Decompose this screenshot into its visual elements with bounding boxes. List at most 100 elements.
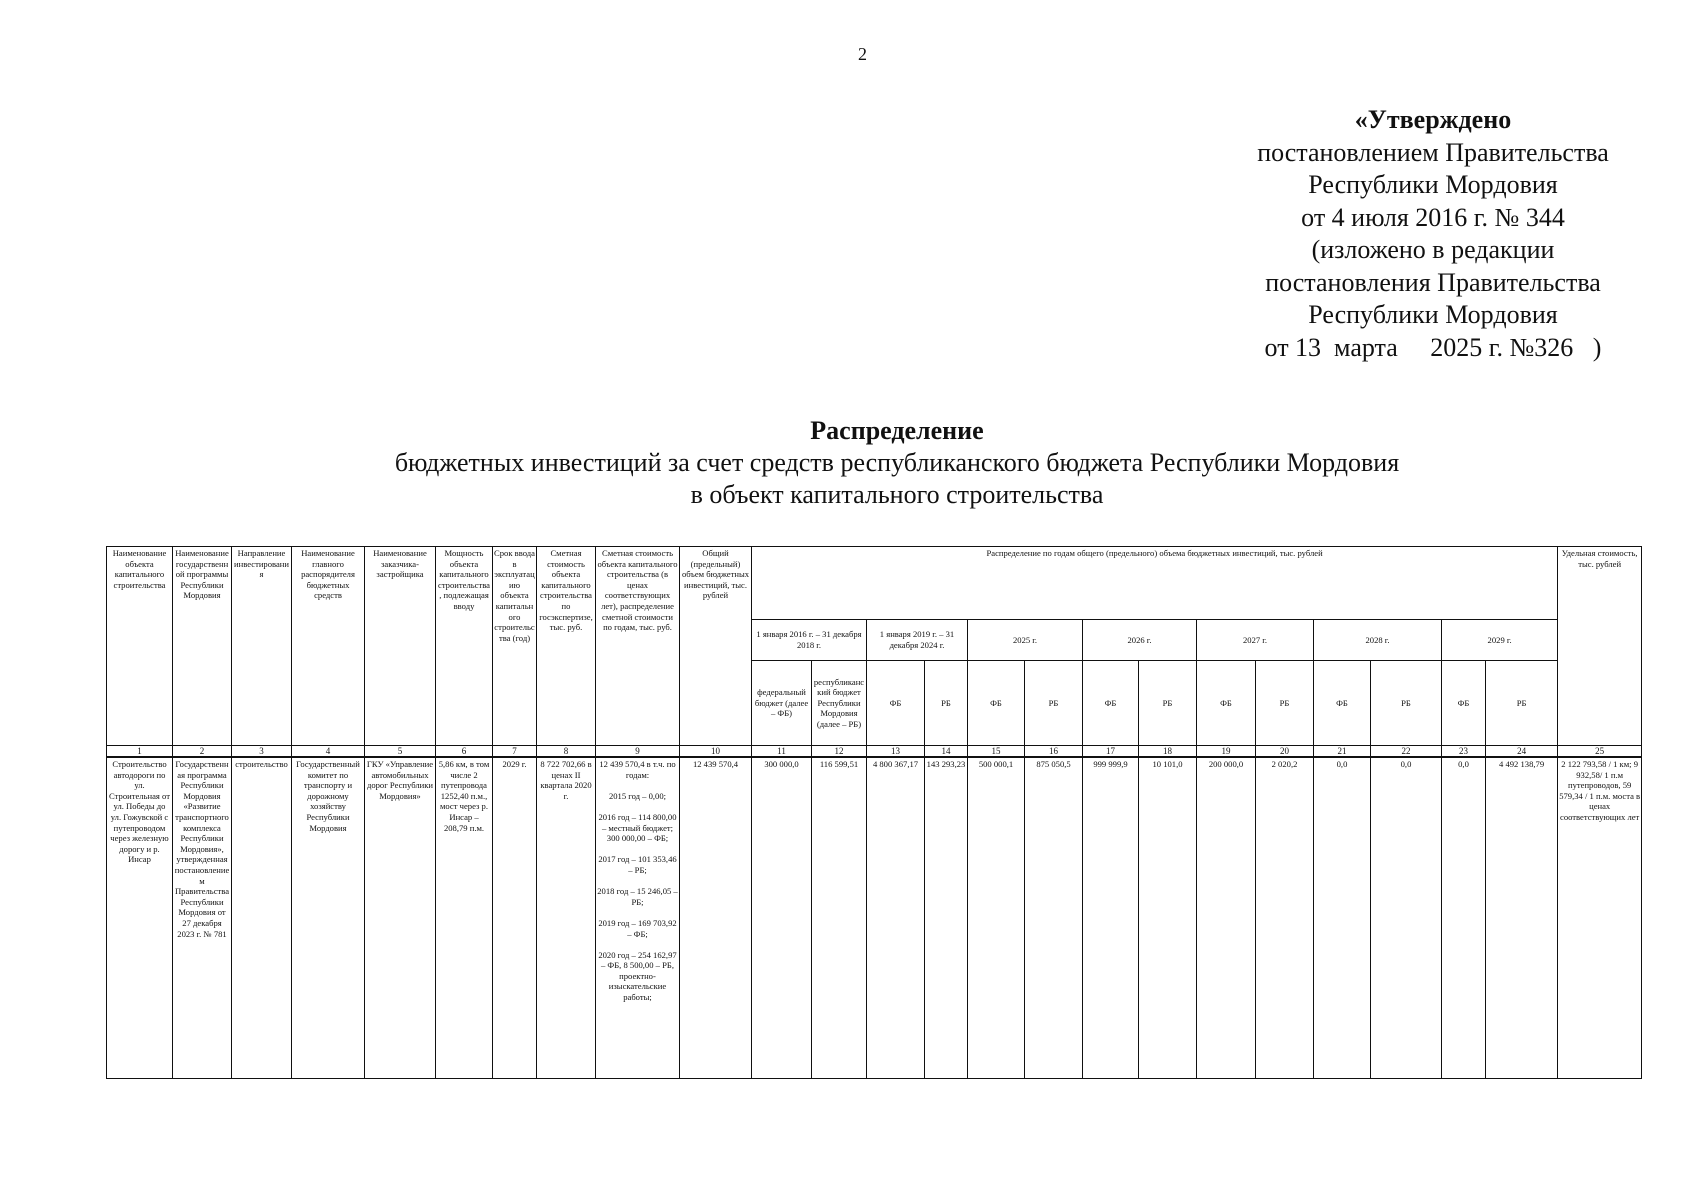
period-header: 1 января 2019 г. – 31 декабря 2024 г. <box>866 619 968 661</box>
budget-header: федеральный бюджет (далее – ФБ) <box>751 660 812 746</box>
budget-header: ФБ <box>866 660 925 746</box>
column-number: 1 <box>106 745 173 758</box>
period-header: 2028 г. <box>1313 619 1442 661</box>
period-header: 2025 г. <box>967 619 1083 661</box>
approval-line: от 4 июля 2016 г. № 344 <box>1301 202 1565 232</box>
investment-table: Наименование объекта капитального строит… <box>106 546 1643 1079</box>
column-number: 10 <box>679 745 752 758</box>
table-cell: ГКУ «Управление автомобильных дорог Респ… <box>364 756 436 1079</box>
header-cell: Наименование объекта капитального строит… <box>106 546 173 746</box>
column-number: 14 <box>924 745 968 758</box>
header-cell: Мощность объекта капитального строительс… <box>435 546 493 746</box>
budget-header: РБ <box>1138 660 1197 746</box>
budget-header: РБ <box>1255 660 1314 746</box>
title-heading: Распределение <box>810 416 984 445</box>
table-cell: 875 050,5 <box>1024 756 1083 1079</box>
table-cell: Государственный комитет по транспорту и … <box>291 756 365 1079</box>
column-number: 4 <box>291 745 365 758</box>
table-cell: 300 000,0 <box>751 756 812 1079</box>
column-number: 17 <box>1082 745 1139 758</box>
column-number: 8 <box>536 745 596 758</box>
approval-block: «Утверждено постановлением Правительства… <box>1213 104 1653 364</box>
approval-line: (изложено в редакции <box>1311 235 1555 264</box>
column-number: 25 <box>1557 745 1643 758</box>
column-number: 23 <box>1441 745 1486 758</box>
title-line: бюджетных инвестиций за счет средств рес… <box>394 448 1400 477</box>
budget-header: ФБ <box>1441 660 1486 746</box>
approval-line: Республики Мордовия <box>1308 170 1558 199</box>
header-cell: Удельная стоимость, тыс. рублей <box>1557 546 1643 746</box>
budget-header: ФБ <box>1313 660 1371 746</box>
document-title: Распределение бюджетных инвестиций за сч… <box>200 415 1594 511</box>
column-number: 3 <box>231 745 292 758</box>
column-number: 7 <box>492 745 537 758</box>
table-cell: 116 599,51 <box>811 756 867 1079</box>
column-number: 6 <box>435 745 493 758</box>
budget-header: РБ <box>1484 660 1559 746</box>
budget-header: республиканский бюджет Республики Мордов… <box>811 660 867 746</box>
table-cell: 12 439 570,4 в т.ч. по годам: 2015 год –… <box>595 756 680 1079</box>
table-cell: 0,0 <box>1313 756 1371 1079</box>
column-number: 13 <box>866 745 925 758</box>
column-number: 12 <box>811 745 867 758</box>
table-cell: строительство <box>231 756 292 1079</box>
column-number: 5 <box>364 745 436 758</box>
column-number: 15 <box>967 745 1025 758</box>
table-cell: 10 101,0 <box>1138 756 1197 1079</box>
table-cell: 500 000,1 <box>967 756 1025 1079</box>
table-cell: 12 439 570,4 <box>679 756 752 1079</box>
column-number: 21 <box>1313 745 1371 758</box>
table-cell: 2 122 793,58 / 1 км; 9 932,58/ 1 п.м пут… <box>1557 756 1643 1079</box>
column-number: 11 <box>751 745 812 758</box>
column-number: 24 <box>1484 745 1559 758</box>
period-header: 2026 г. <box>1082 619 1197 661</box>
page-number: 2 <box>858 44 867 64</box>
table-cell: 200 000,0 <box>1196 756 1256 1079</box>
budget-header: ФБ <box>967 660 1025 746</box>
table-cell: 2029 г. <box>492 756 537 1079</box>
table-cell: 5,86 км, в том числе 2 путепровода 1252,… <box>435 756 493 1079</box>
approval-line: постановлением Правительства <box>1257 137 1609 167</box>
column-number: 9 <box>595 745 680 758</box>
column-number: 18 <box>1138 745 1197 758</box>
approval-line: от 13 марта 2025 г. №326 ) <box>1264 332 1602 362</box>
header-cell: Наименование заказчика-застройщика <box>364 546 436 746</box>
header-cell: Срок ввода в эксплуатацию объекта капита… <box>492 546 537 746</box>
budget-header: ФБ <box>1196 660 1256 746</box>
approval-line: постановления Правительства <box>1265 267 1601 297</box>
period-header: 1 января 2016 г. – 31 декабря 2018 г. <box>751 619 867 661</box>
column-number: 2 <box>172 745 232 758</box>
table-cell: 4 800 367,17 <box>866 756 925 1079</box>
header-cell-distribution: Распределение по годам общего (предельно… <box>750 546 1559 620</box>
table-cell: Государственная программа Республики Мор… <box>172 756 232 1079</box>
column-number: 19 <box>1196 745 1256 758</box>
table-row: Строительство автодороги по ул. Строител… <box>106 756 1643 1079</box>
approval-heading: «Утверждено <box>1354 105 1512 134</box>
column-number: 16 <box>1024 745 1083 758</box>
title-line: в объект капитального строительства <box>690 480 1104 509</box>
header-cell: Общий (предельный) объем бюджетных инвес… <box>679 546 752 746</box>
header-cell: Наименование главного распорядителя бюдж… <box>291 546 365 746</box>
approval-line: Республики Мордовия <box>1308 300 1558 329</box>
table-cell: Строительство автодороги по ул. Строител… <box>106 756 173 1079</box>
period-header: 2029 г. <box>1440 619 1559 661</box>
budget-header: РБ <box>924 660 968 746</box>
table-cell: 8 722 702,66 в ценах II квартала 2020 г. <box>536 756 596 1079</box>
budget-header: ФБ <box>1082 660 1139 746</box>
header-cell: Наименование государственной программы Р… <box>172 546 232 746</box>
header-cell: Сметная стоимость объекта капитального с… <box>595 546 680 746</box>
table-cell: 4 492 138,79 <box>1484 756 1559 1079</box>
table-cell: 0,0 <box>1441 756 1486 1079</box>
header-cell: Сметная стоимость объекта капитального с… <box>536 546 596 746</box>
table-cell: 143 293,23 <box>924 756 968 1079</box>
table-cell: 0,0 <box>1370 756 1442 1079</box>
column-number-row: 1 2 3 4 5 6 7 8 9 10 11 12 13 14 15 16 17 18 19 20 21 22 23 24 2… <box>106 745 1643 758</box>
budget-header: РБ <box>1024 660 1083 746</box>
period-header: 2027 г. <box>1196 619 1314 661</box>
column-number: 22 <box>1370 745 1442 758</box>
budget-header: РБ <box>1370 660 1442 746</box>
header-cell: Направление инвестирования <box>231 546 292 746</box>
column-number: 20 <box>1255 745 1314 758</box>
table-cell: 2 020,2 <box>1255 756 1314 1079</box>
table-cell: 999 999,9 <box>1082 756 1139 1079</box>
